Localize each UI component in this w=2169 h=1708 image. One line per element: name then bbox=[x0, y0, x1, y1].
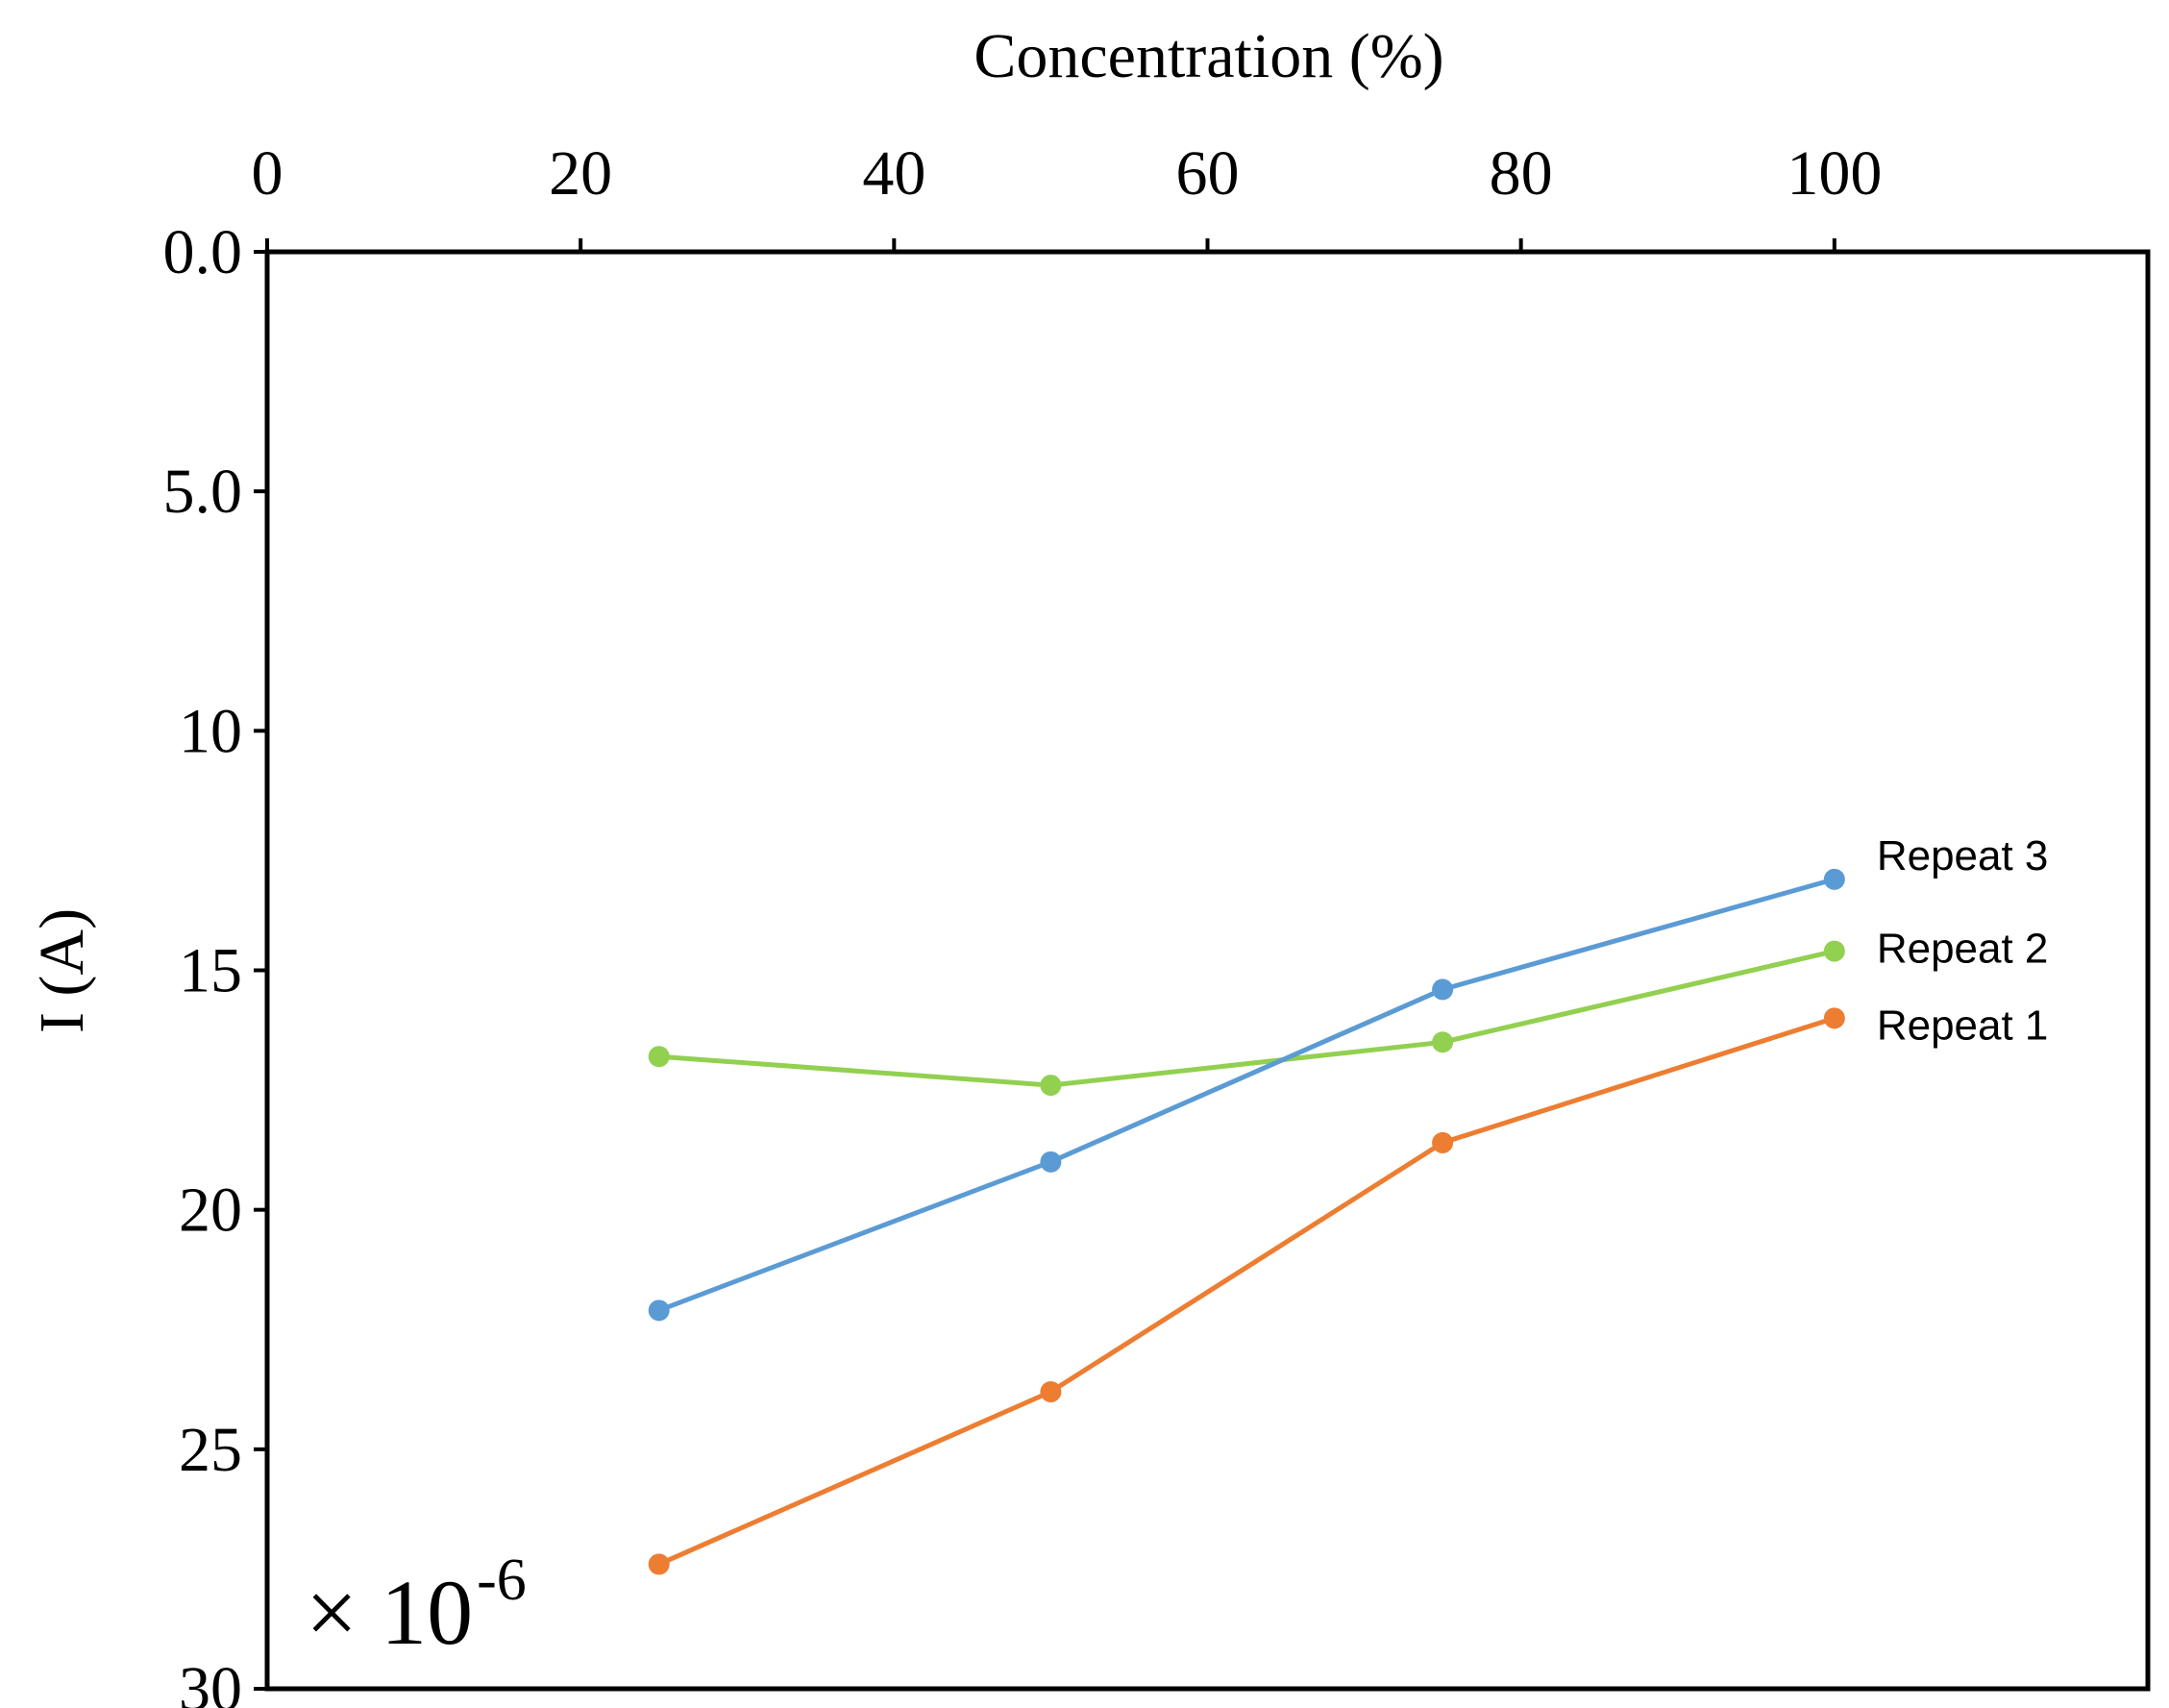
data-point bbox=[1823, 868, 1845, 890]
series-label: Repeat 2 bbox=[1877, 926, 2049, 973]
series-labels: Repeat 1 Repeat 2 Repeat 3 bbox=[1877, 832, 2049, 1050]
data-point bbox=[1432, 1031, 1454, 1053]
data-point bbox=[1432, 978, 1454, 1001]
series-markers bbox=[648, 868, 1845, 1575]
y-tick-label: 30 bbox=[179, 1654, 242, 1708]
data-point bbox=[648, 1553, 670, 1575]
series-line-repeat-3 bbox=[657, 877, 1836, 1313]
data-point bbox=[1432, 1131, 1454, 1153]
x-axis-title: Concentration (%) bbox=[974, 21, 1443, 91]
series-line-repeat-2 bbox=[658, 949, 1836, 1088]
x-tick-label: 100 bbox=[1787, 138, 1882, 209]
data-point bbox=[1040, 1151, 1062, 1173]
x-tick-label: 60 bbox=[1176, 138, 1240, 209]
x-axis-ticks: 0 20 40 60 80 100 bbox=[252, 138, 1882, 252]
x-tick-label: 0 bbox=[252, 138, 283, 209]
series-line-repeat-1 bbox=[657, 1015, 1836, 1567]
multiplier-exponent: -6 bbox=[477, 1547, 527, 1613]
y-tick-label: 25 bbox=[179, 1415, 242, 1485]
y-tick-label: 5.0 bbox=[163, 457, 243, 527]
series-label: Repeat 1 bbox=[1877, 1002, 2049, 1049]
y-tick-label: 15 bbox=[179, 936, 242, 1006]
series-label: Repeat 3 bbox=[1877, 832, 2049, 879]
y-axis-title: I (A) bbox=[27, 908, 97, 1033]
y-tick-label: 10 bbox=[179, 696, 242, 766]
plot-area-frame bbox=[264, 249, 2151, 1692]
x-tick-label: 40 bbox=[862, 138, 925, 209]
series-lines bbox=[657, 877, 1836, 1567]
data-point bbox=[1823, 1007, 1845, 1029]
y-tick-label: 20 bbox=[179, 1176, 242, 1246]
y-tick-label: 0.0 bbox=[163, 217, 243, 287]
x-tick-label: 80 bbox=[1490, 138, 1553, 209]
multiplier-label: × 10 -6 bbox=[306, 1547, 527, 1664]
data-point bbox=[1040, 1075, 1062, 1097]
data-point bbox=[1040, 1381, 1062, 1403]
data-point bbox=[648, 1300, 670, 1322]
x-tick-label: 20 bbox=[549, 138, 612, 209]
y-axis-ticks: 0.0 5.0 10 15 20 25 30 bbox=[163, 217, 267, 1708]
data-point bbox=[1823, 940, 1845, 962]
data-point bbox=[648, 1046, 670, 1068]
multiplier-base: × 10 bbox=[306, 1561, 473, 1664]
